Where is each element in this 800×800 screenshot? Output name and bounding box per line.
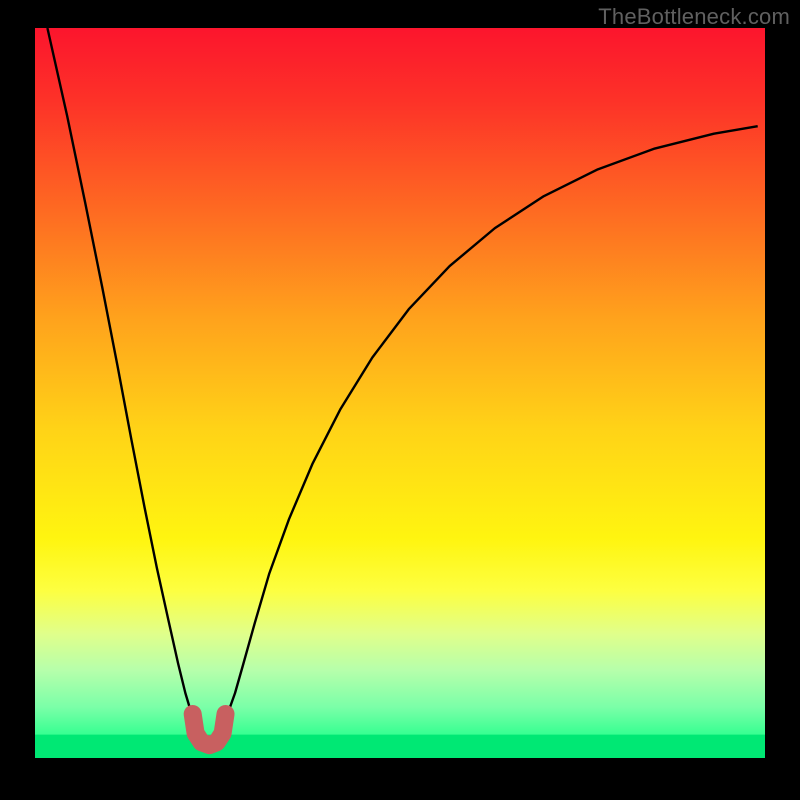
stage: TheBottleneck.com — [0, 0, 800, 800]
curve-layer — [35, 28, 765, 772]
optimal-marker — [193, 714, 226, 745]
plot-area — [35, 28, 765, 772]
attribution-label: TheBottleneck.com — [598, 4, 790, 30]
curve-left-branch — [47, 28, 194, 716]
curve-right-branch — [225, 126, 758, 716]
